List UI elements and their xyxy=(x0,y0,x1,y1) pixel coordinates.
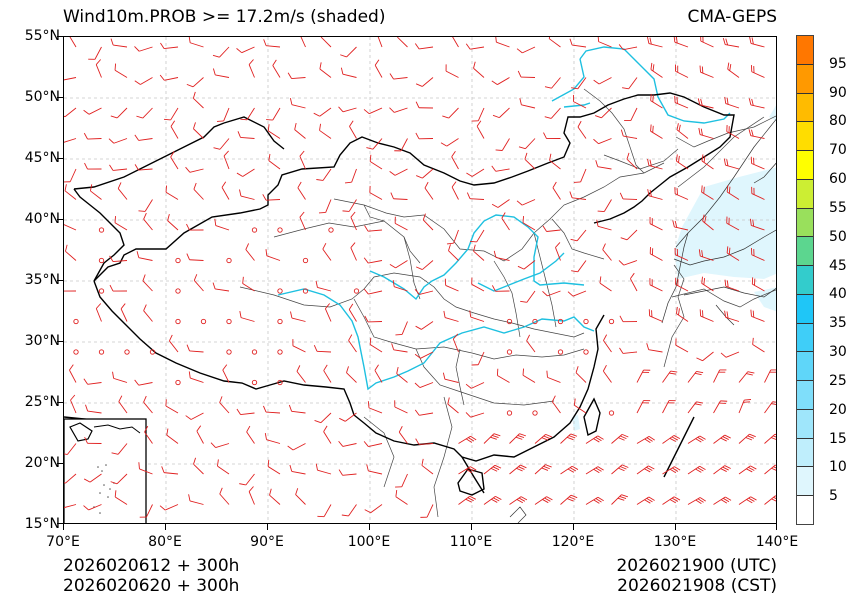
colorbar-label: 25 xyxy=(829,372,847,389)
chart-title: Wind10m.PROB >= 17.2m/s (shaded) xyxy=(63,7,386,27)
rivers xyxy=(277,46,731,391)
colorbar-label: 95 xyxy=(829,55,847,72)
lon-label: 90°E xyxy=(250,534,284,550)
lat-label: 25°N xyxy=(24,394,60,410)
valid-time-utc: 2026021900 (UTC) xyxy=(616,556,777,576)
colorbar-segment xyxy=(797,380,813,409)
tick-mark xyxy=(369,524,371,530)
tick-mark xyxy=(471,524,473,530)
valid-time-cst: 2026021908 (CST) xyxy=(617,576,777,596)
tick-mark xyxy=(165,524,167,530)
coastlines xyxy=(509,118,776,523)
tick-mark xyxy=(57,36,63,38)
lon-label: 120°E xyxy=(551,534,595,550)
tick-mark xyxy=(57,523,63,525)
colorbar-label: 35 xyxy=(829,315,847,332)
colorbar-segment xyxy=(797,265,813,294)
colorbar-label: 70 xyxy=(829,142,847,159)
colorbar-label: 20 xyxy=(829,401,847,418)
probability-shading xyxy=(572,105,776,431)
lon-label: 140°E xyxy=(755,534,799,550)
colorbar-label: 55 xyxy=(829,199,847,216)
lat-label: 45°N xyxy=(24,150,60,166)
tick-mark xyxy=(57,219,63,221)
province-borders xyxy=(239,88,776,518)
colorbar-label: 50 xyxy=(829,228,847,245)
lat-label: 15°N xyxy=(24,516,60,532)
colorbar-label: 5 xyxy=(829,488,838,505)
colorbar-segment xyxy=(797,207,813,237)
lon-label: 130°E xyxy=(653,534,697,550)
lat-label: 40°N xyxy=(24,211,60,227)
colorbar-label: 45 xyxy=(829,257,847,274)
map-plot-area xyxy=(63,36,777,524)
tick-mark xyxy=(57,463,63,465)
init-time-utc: 2026020612 + 300h xyxy=(63,556,240,576)
graticule xyxy=(64,37,776,523)
colorbar-label: 10 xyxy=(829,459,847,476)
colorbar-segment xyxy=(797,351,813,381)
tick-mark xyxy=(267,524,269,530)
country-borders xyxy=(64,92,735,496)
colorbar-label: 30 xyxy=(829,344,847,361)
tick-mark xyxy=(675,524,677,530)
colorbar-segment xyxy=(797,63,813,93)
lon-label: 80°E xyxy=(148,534,182,550)
colorbar-segment xyxy=(797,178,813,208)
colorbar-label: 40 xyxy=(829,286,847,303)
colorbar-segment xyxy=(797,92,813,122)
colorbar xyxy=(796,35,814,525)
tick-mark xyxy=(57,341,63,343)
lat-label: 30°N xyxy=(24,333,60,349)
lon-label: 100°E xyxy=(347,534,391,550)
colorbar-segment xyxy=(797,408,813,438)
wind-barbs xyxy=(64,37,776,518)
colorbar-segment xyxy=(797,121,813,151)
lat-label: 35°N xyxy=(24,272,60,288)
colorbar-segment xyxy=(797,293,813,323)
hainan-island xyxy=(457,468,485,496)
tick-mark xyxy=(57,97,63,99)
lat-label: 50°N xyxy=(24,89,60,105)
lon-label: 70°E xyxy=(46,534,80,550)
colorbar-label: 60 xyxy=(829,171,847,188)
tick-mark xyxy=(573,524,575,530)
tick-mark xyxy=(63,524,65,530)
tick-mark xyxy=(57,402,63,404)
colorbar-segment xyxy=(797,236,813,266)
colorbar-label: 15 xyxy=(829,430,847,447)
colorbar-label: 80 xyxy=(829,113,847,130)
tick-mark xyxy=(776,524,778,530)
colorbar-segment xyxy=(797,150,813,179)
lon-label: 110°E xyxy=(449,534,493,550)
colorbar-label: 90 xyxy=(829,84,847,101)
colorbar-segment xyxy=(797,437,813,467)
init-time: 2026020612 + 300h 2026020620 + 300h xyxy=(63,556,239,596)
colorbar-segment xyxy=(797,466,813,496)
valid-time: 2026021900 (UTC) 2026021908 (CST) xyxy=(616,556,777,596)
init-time-cst: 2026020620 + 300h xyxy=(63,576,240,596)
taiwan-island xyxy=(583,397,601,437)
model-name: CMA-GEPS xyxy=(687,7,777,27)
tick-mark xyxy=(57,280,63,282)
tick-mark xyxy=(57,158,63,160)
lat-label: 20°N xyxy=(24,455,60,471)
colorbar-segment xyxy=(797,495,813,524)
map-canvas xyxy=(64,37,776,523)
south-china-sea-inset xyxy=(64,418,147,523)
colorbar-segment xyxy=(797,322,813,352)
lat-label: 55°N xyxy=(24,28,60,44)
colorbar-segment xyxy=(797,35,813,64)
